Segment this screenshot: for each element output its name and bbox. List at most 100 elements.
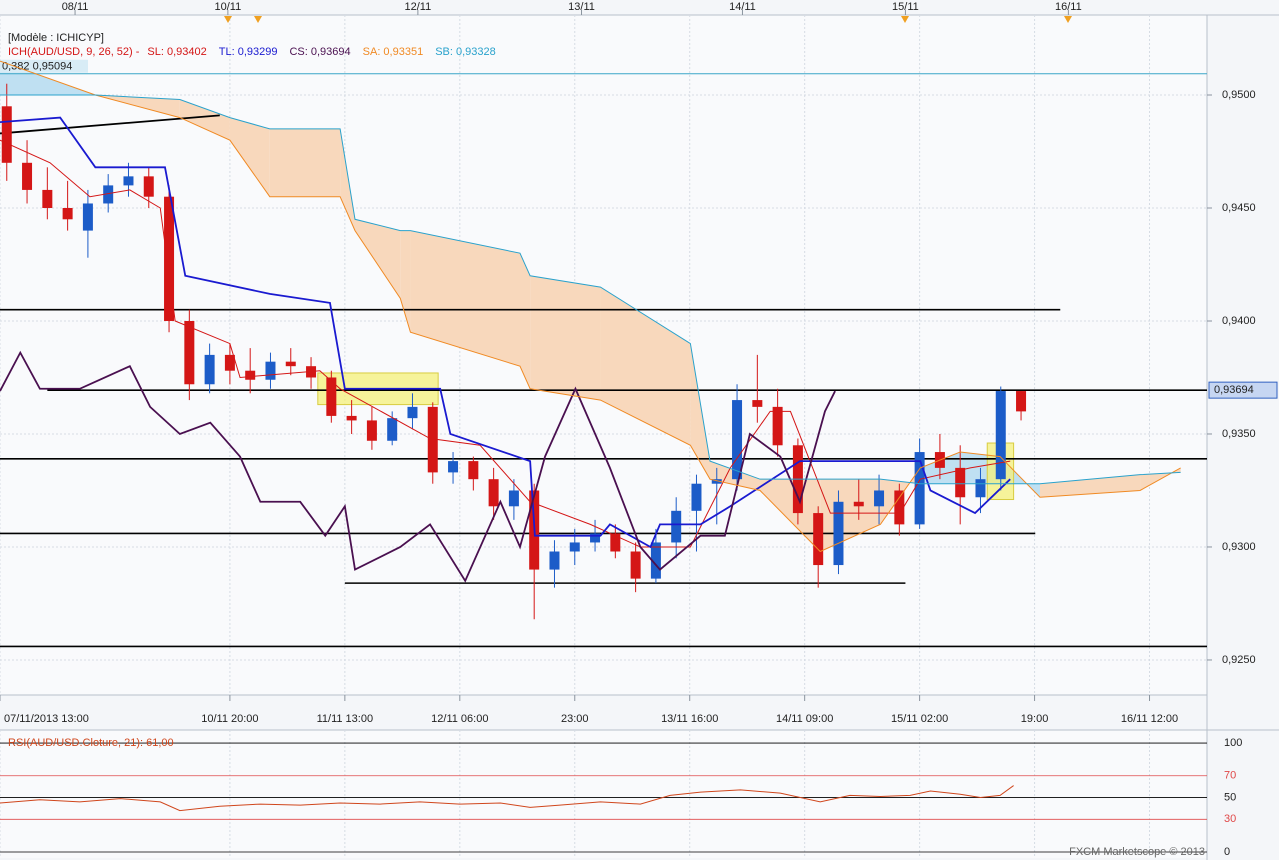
candle-body bbox=[833, 501, 844, 566]
x2-tick-label: 08/11 bbox=[62, 1, 89, 13]
candle-body bbox=[813, 513, 824, 566]
x-tick-label: 15/11 02:00 bbox=[891, 713, 948, 725]
candle-body bbox=[569, 542, 580, 552]
y-tick-label: 0,9250 bbox=[1222, 654, 1256, 666]
candle-body bbox=[143, 176, 154, 197]
candle-body bbox=[975, 479, 986, 498]
candle-body bbox=[1016, 391, 1027, 412]
candle-body bbox=[772, 406, 783, 446]
candle-body bbox=[245, 370, 256, 380]
legend-entry: SL: 0,93402 bbox=[147, 46, 206, 58]
indicator-line bbox=[0, 60, 1181, 553]
y-tick-label: 0,9450 bbox=[1222, 202, 1256, 214]
candle-body bbox=[853, 501, 864, 507]
candle-body bbox=[508, 490, 519, 507]
cloud bbox=[355, 219, 401, 299]
fib-label-bg bbox=[0, 59, 88, 73]
candle-body bbox=[468, 461, 479, 480]
y-tick-label: 0,9500 bbox=[1222, 89, 1256, 101]
candle-body bbox=[346, 415, 357, 421]
candle-body bbox=[610, 533, 621, 552]
cloud bbox=[410, 230, 520, 367]
price-tag bbox=[1208, 381, 1278, 399]
candle-body bbox=[630, 551, 641, 579]
candle-body bbox=[711, 479, 722, 484]
x-tick-label: 23:00 bbox=[561, 713, 589, 725]
candle-body bbox=[103, 185, 114, 204]
rsi-tick-label: 70 bbox=[1224, 770, 1236, 782]
candle-body bbox=[549, 551, 560, 570]
candle-body bbox=[995, 391, 1006, 480]
candle-body bbox=[914, 452, 925, 525]
event-marker bbox=[1064, 16, 1072, 23]
trendline bbox=[0, 114, 220, 135]
candle-body bbox=[407, 406, 418, 419]
x-tick-label: 19:00 bbox=[1021, 713, 1049, 725]
y-tick-label: 0,9350 bbox=[1222, 428, 1256, 440]
indicator-line bbox=[0, 139, 1011, 548]
event-marker bbox=[901, 16, 909, 23]
rsi-line bbox=[0, 785, 1014, 812]
x-tick-label: 12/11 06:00 bbox=[431, 713, 488, 725]
x2-tick-label: 12/11 bbox=[405, 1, 432, 13]
legend-entry: TL: 0,93299 bbox=[219, 46, 278, 58]
layers: 07/11/2013 13:00 10/11 20:00 11/11 13:00 12… bbox=[0, 1, 1256, 858]
event-marker bbox=[224, 16, 232, 23]
fib-label: 0,382 0,95094 bbox=[2, 61, 72, 73]
cloud bbox=[179, 99, 230, 141]
x2-tick-label: 10/11 bbox=[215, 1, 242, 13]
rsi-tick-label: 50 bbox=[1224, 791, 1236, 803]
event-marker bbox=[254, 16, 262, 23]
candle-body bbox=[955, 467, 966, 498]
candle-body bbox=[1, 106, 12, 163]
indicator-line bbox=[0, 350, 836, 583]
indicator-line bbox=[0, 94, 1181, 485]
cloud bbox=[269, 128, 341, 197]
candle-body bbox=[427, 406, 438, 473]
indicator-line bbox=[0, 116, 1011, 549]
x2-tick-label: 14/11 bbox=[729, 1, 756, 13]
candle-body bbox=[285, 361, 296, 367]
candle-body bbox=[387, 418, 398, 441]
candle-body bbox=[732, 400, 743, 480]
rsi-tick-label: 0 bbox=[1224, 846, 1230, 858]
model-label: [Modèle : ICHICYP] bbox=[8, 32, 104, 44]
legend-entry: SA: 0,93351 bbox=[363, 46, 424, 58]
y-tick-label: 0,9300 bbox=[1222, 541, 1256, 553]
candle-body bbox=[366, 420, 377, 441]
footer: FXCM Marketscope © 2013 bbox=[1069, 846, 1205, 858]
cloud bbox=[600, 287, 691, 446]
rsi-area bbox=[0, 730, 1207, 858]
x2-tick-label: 13/11 bbox=[568, 1, 595, 13]
candle-body bbox=[448, 461, 459, 473]
x-tick-label: 10/11 20:00 bbox=[201, 713, 258, 725]
candle-body bbox=[123, 176, 134, 186]
legend-entry: SB: 0,93328 bbox=[435, 46, 496, 58]
candle-body bbox=[488, 479, 499, 507]
y-tick-label: 0,9400 bbox=[1222, 315, 1256, 327]
cloud bbox=[690, 343, 710, 480]
cloud bbox=[229, 117, 270, 197]
candle-body bbox=[671, 510, 682, 543]
candle-body bbox=[894, 490, 905, 525]
x-tick-label: 14/11 09:00 bbox=[776, 713, 833, 725]
candle-body bbox=[82, 203, 93, 231]
candle-body bbox=[204, 354, 215, 385]
x-tick-label: 13/11 16:00 bbox=[661, 713, 718, 725]
candle-body bbox=[874, 490, 885, 507]
rsi-tick-label: 30 bbox=[1224, 813, 1236, 825]
x2-tick-label: 16/11 bbox=[1055, 1, 1082, 13]
rsi-label: RSI(AUD/USD.Cloture, 21): 61,00 bbox=[8, 737, 174, 749]
candle-body bbox=[752, 400, 763, 407]
candle-body bbox=[42, 189, 53, 208]
candle-body bbox=[265, 361, 276, 380]
candle-body bbox=[224, 354, 235, 371]
candle-body bbox=[184, 320, 195, 385]
cloud bbox=[880, 467, 921, 525]
candle-body bbox=[326, 377, 337, 416]
cloud bbox=[1039, 474, 1141, 498]
rsi-tick-label: 100 bbox=[1224, 737, 1242, 749]
price-tag-label: 0,93694 bbox=[1214, 384, 1254, 396]
x-tick-label: 11/11 13:00 bbox=[317, 713, 373, 725]
